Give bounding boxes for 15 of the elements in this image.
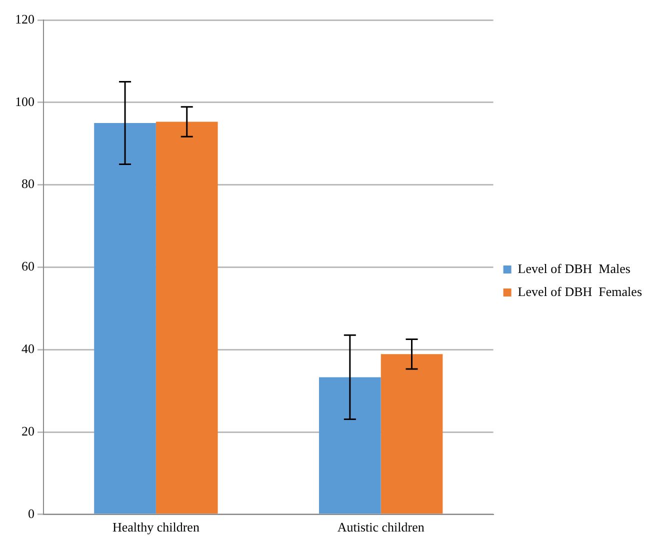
x-tick-label: Healthy children [112, 520, 200, 535]
y-tick-label: 40 [22, 341, 34, 356]
bar [319, 377, 381, 514]
x-tick-label: Autistic children [337, 520, 425, 535]
bar [156, 122, 218, 514]
y-tick-label: 0 [28, 506, 34, 521]
y-tick-label: 100 [15, 94, 34, 109]
y-tick-label: 20 [22, 423, 34, 438]
legend-label: Level of DBH Males [518, 260, 630, 276]
y-tick-label: 120 [15, 11, 34, 26]
bar [380, 354, 443, 514]
legend-label: Level of DBH Females [518, 284, 642, 299]
y-tick-label: 80 [22, 176, 34, 192]
bar [94, 123, 156, 514]
y-tick-label: 60 [22, 258, 34, 274]
